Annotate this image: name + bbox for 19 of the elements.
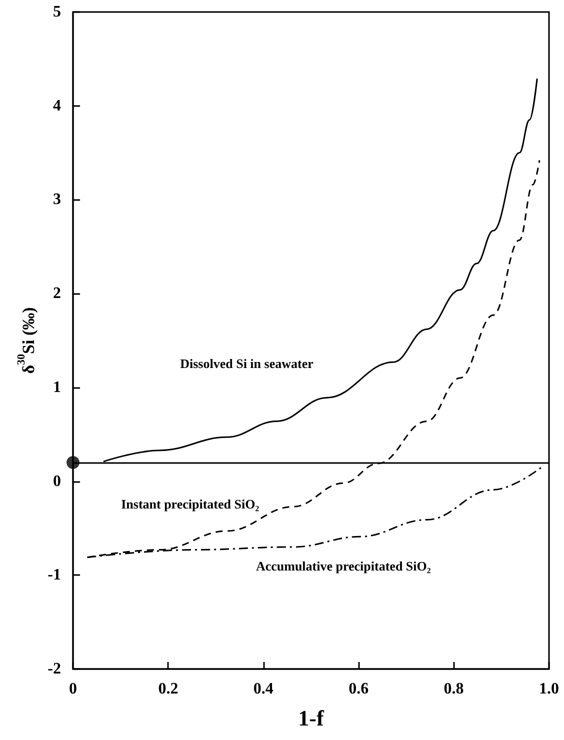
y-tick-label: 1 (53, 378, 61, 396)
annotation: Dissolved Si in seawater (180, 356, 314, 371)
x-tick-label: 0.2 (158, 680, 178, 698)
x-axis-title: 1-f (298, 706, 324, 730)
x-tick-label: 1.0 (539, 680, 559, 698)
y-tick-label: 3 (53, 191, 61, 208)
x-tick-label: 0.6 (348, 680, 369, 698)
annotation: Accumulative precipitated SiO₂ (256, 558, 431, 574)
y-tick-label: -1 (48, 566, 61, 584)
x-tick-label: 0 (69, 680, 77, 698)
y-tick-label: 0 (53, 472, 61, 490)
x-tick-label: 0.8 (444, 680, 464, 698)
y-tick-label: -2 (48, 660, 61, 678)
x-tick-label: 0.4 (253, 680, 274, 698)
y-axis-title: δ30Si (‰) (15, 307, 38, 374)
y-tick-label: 4 (53, 97, 61, 114)
y-tick-label: 2 (53, 285, 61, 302)
y-tick-label: 5 (53, 4, 61, 20)
annotation: Instant precipitated SiO₂ (121, 496, 260, 512)
